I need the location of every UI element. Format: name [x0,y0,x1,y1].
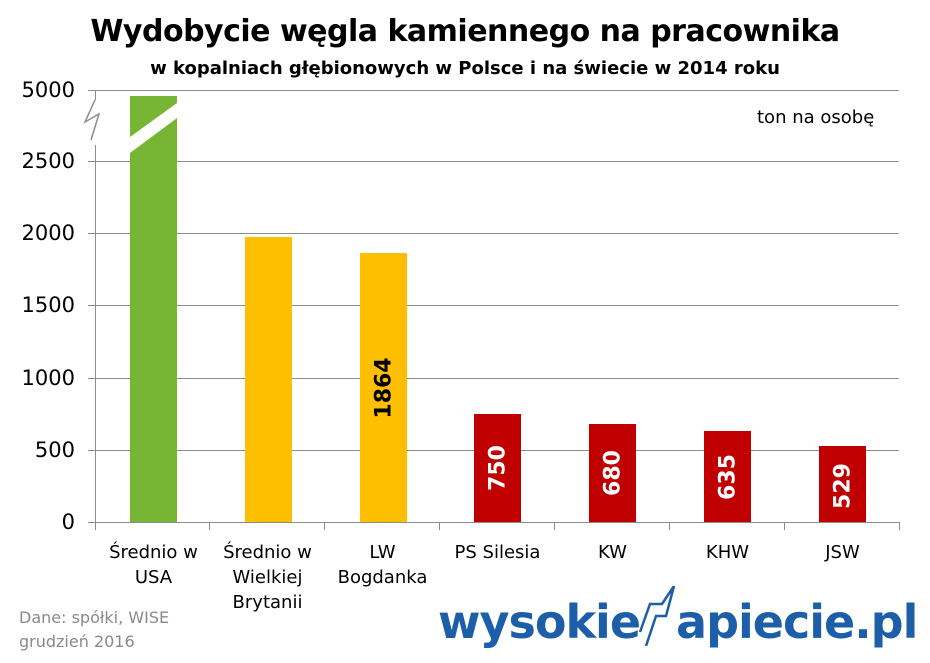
y-tick-label: 5000 [21,78,75,102]
x-label-usa: Średnio w USA [96,540,211,590]
bar-value-label: 529 [830,463,855,509]
bar-value-label: 680 [600,450,625,496]
x-tick [324,522,325,530]
x-label-lw-bogdanka: LW Bogdanka [325,540,440,590]
y-tick-label: 2500 [21,149,75,173]
gridline-1000 [88,378,899,379]
bar-jsw: 529 [819,446,866,522]
source-note: Dane: spółki, WISE grudzień 2016 [19,606,169,654]
y-tick-label: 1000 [21,366,75,390]
bar-kw: 680 [589,424,636,522]
x-label-jsw: JSW [825,542,860,563]
x-tick [209,522,210,530]
x-label-uk: Średnio w Wielkiej Brytanii [210,540,325,615]
x-label-line: LW [369,542,396,563]
date-line: grudzień 2016 [19,632,135,651]
x-label-ps-silesia: PS Silesia [454,542,541,563]
bar-ps-silesia: 750 [474,414,521,522]
bar-lw-bogdanka: 1864 [360,253,407,522]
bar-khw: 635 [704,431,751,522]
gridline-0 [88,522,899,523]
x-label-line: Wielkiej [232,567,303,588]
bar-usa [130,96,177,522]
x-tick [439,522,440,530]
gridline-2000 [88,233,899,234]
bar-value-label: 1864 [371,357,396,419]
gridline-2500 [88,161,899,162]
x-tick [95,522,96,530]
x-label-line: USA [134,567,173,588]
x-label-kw: KW [598,542,627,563]
bar-value-label: 635 [715,454,740,500]
source-line: Dane: spółki, WISE [19,608,170,627]
bar-uk [245,237,292,522]
gridline-5000 [88,90,899,91]
x-label-line: Średnio w [223,542,312,563]
x-label-khw: KHW [705,542,750,563]
unit-label: ton na osobę [757,107,875,128]
x-label-line: Średnio w [109,542,198,563]
y-tick-label: 500 [34,438,75,462]
x-tick [899,522,900,530]
bar-value-label: 750 [485,445,510,491]
x-label-line: Bogdanka [337,567,428,588]
axis-break-icon [83,100,101,145]
y-axis [95,90,96,523]
chart-title: Wydobycie węgla kamiennego na pracownika [90,14,840,49]
y-tick-label: 1500 [21,293,75,317]
logo-text-right: apiecie.pl [676,595,918,649]
logo-text-left: wysokie [438,595,641,649]
y-tick-label: 0 [61,510,75,534]
x-tick [784,522,785,530]
lightning-bolt-icon [638,585,676,647]
chart-subtitle: w kopalniach głębionowych w Polsce i na … [150,58,780,79]
logo: wysokie apiecie.pl [438,585,918,649]
y-tick-label: 2000 [21,221,75,245]
bar-break-stripe [130,103,177,153]
x-tick [554,522,555,530]
x-tick [669,522,670,530]
x-label-line: Brytanii [232,592,303,613]
gridline-1500 [88,305,899,306]
